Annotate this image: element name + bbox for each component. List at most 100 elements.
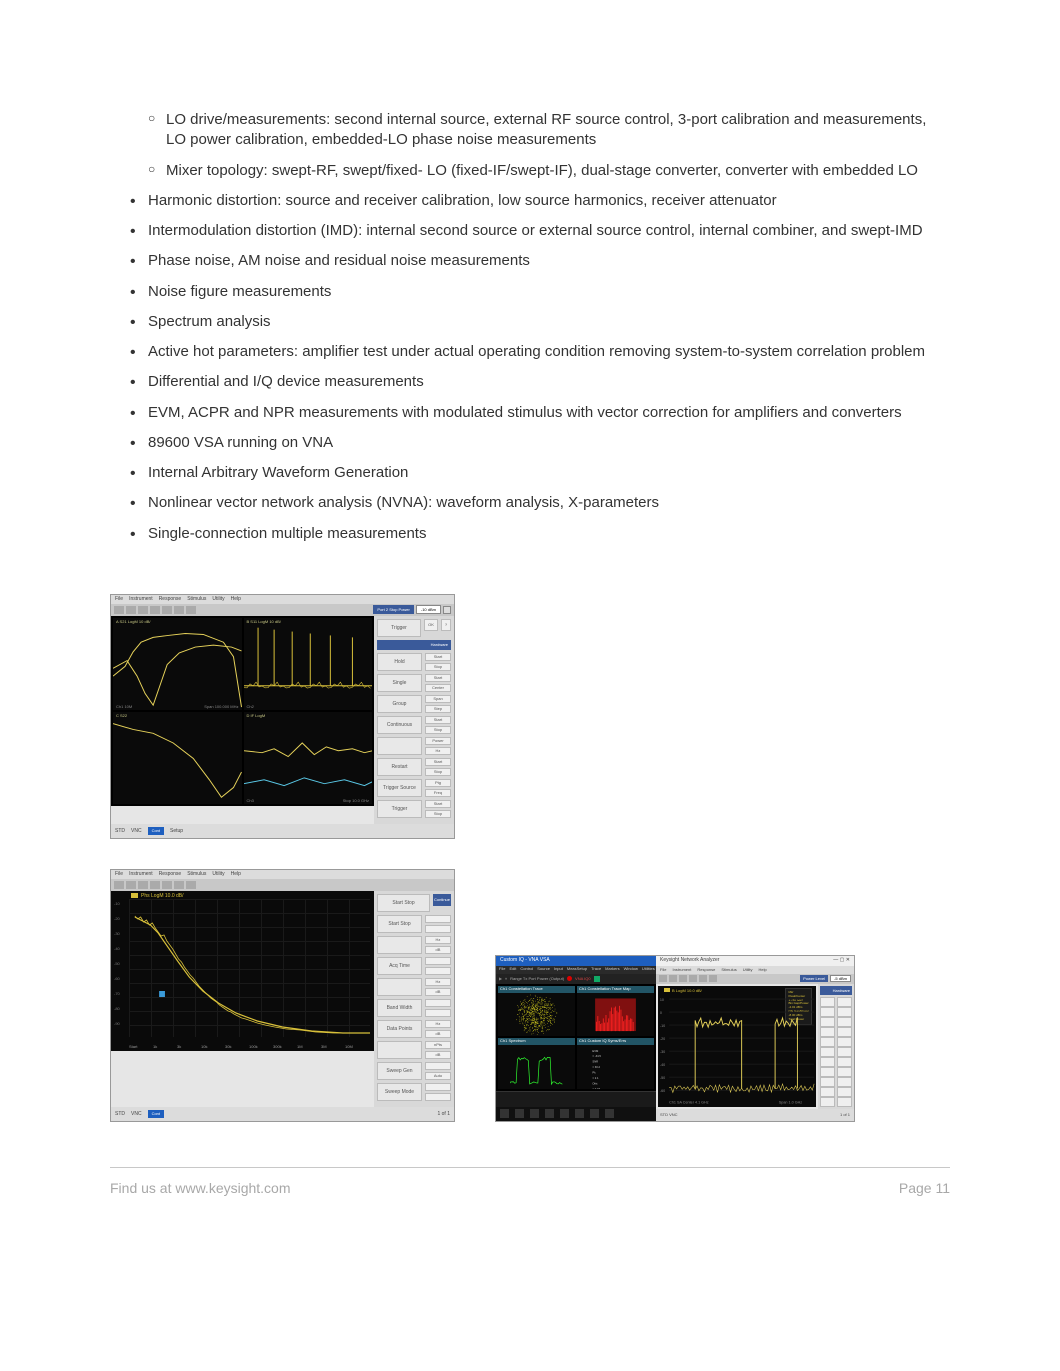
side-btn: Step <box>425 705 451 713</box>
svg-text:-50: -50 <box>660 1076 665 1080</box>
side-group: Group <box>377 695 422 713</box>
bullet: Single-connection multiple measurements <box>130 524 950 544</box>
side-group: Continuous <box>377 716 422 734</box>
taskbar-icon <box>575 1109 584 1118</box>
side-group: Restart <box>377 758 422 776</box>
side-panel: Start Stop Continue Start StopHzdBAcq Ti… <box>374 891 454 1107</box>
footer-left: Find us at www.keysight.com <box>110 1180 291 1196</box>
side-btn: Start <box>425 716 451 724</box>
vsa-pane: Ch1 Constellation Trace <box>498 986 575 1037</box>
sub-bullet: Mixer topology: swept-RF, swept/fixed- L… <box>148 161 950 181</box>
bullet: Active hot parameters: amplifier test un… <box>130 342 950 362</box>
svg-text:10: 10 <box>660 998 664 1002</box>
side-panel: Trigger OK ? Hardware HoldStartStopSingl… <box>374 616 454 824</box>
sub-bullet: LO drive/measurements: second internal s… <box>148 110 950 151</box>
menu-bar: FileInstrumentResponseStimulusUtilityHel… <box>111 870 454 879</box>
side-group: Sweep Gen <box>377 1062 422 1080</box>
side-btn: Power <box>425 737 451 745</box>
bullet: Spectrum analysis <box>130 312 950 332</box>
plot-area: Phs LogM 10.0 dB/ -10-20-30-40-50-60-70-… <box>111 891 374 1051</box>
bullet: Phase noise, AM noise and residual noise… <box>130 251 950 271</box>
toolbar: Power Level -5 dBm <box>656 974 854 984</box>
menu-bar: FileEditControlSourceInputMeasSetupTrace… <box>496 966 656 974</box>
document-body: LO drive/measurements: second internal s… <box>110 110 950 1122</box>
side-panel: Hardware <box>818 984 854 1109</box>
status-bar: STD VNC Cont Setup <box>111 824 454 838</box>
page-footer: Find us at www.keysight.com Page 11 <box>110 1167 950 1196</box>
footer-page-number: Page 11 <box>899 1180 950 1196</box>
side-btn: Stop <box>425 810 451 818</box>
bullet: Differential and I/Q device measurements <box>130 372 950 392</box>
toolbar-label: Port 2 Stop Power <box>373 605 413 614</box>
bullet: Internal Arbitrary Waveform Generation <box>130 463 950 483</box>
side-btn: Center <box>425 684 451 692</box>
side-btn: Start <box>425 674 451 682</box>
side-btn: Freq <box>425 789 451 797</box>
toolbar: Port 2 Stop Power -10 dBm <box>111 604 454 616</box>
vsa-pane: Ch1 Constellation Trace Map <box>577 986 654 1037</box>
taskbar-icon <box>560 1109 569 1118</box>
svg-text:= -34.5: = -34.5 <box>592 1054 601 1058</box>
side-group <box>377 936 422 954</box>
side-btn: Start <box>425 653 451 661</box>
plot-pane: C S22 <box>113 712 242 804</box>
side-group <box>377 1041 422 1059</box>
taskbar-icon <box>590 1109 599 1118</box>
side-group: Hold <box>377 653 422 671</box>
svg-text:-20: -20 <box>660 1037 665 1041</box>
taskbar-icon <box>500 1109 509 1118</box>
bullet: Harmonic distortion: source and receiver… <box>130 191 950 211</box>
taskbar <box>496 1107 656 1121</box>
bullet: Noise figure measurements <box>130 282 950 302</box>
svg-text:-10: -10 <box>660 1024 665 1028</box>
bullet: Nonlinear vector network analysis (NVNA)… <box>130 493 950 513</box>
svg-text:Ch1 SA Center 4.1 GHz: Ch1 SA Center 4.1 GHz <box>669 1100 709 1104</box>
toolbar-value: -10 dBm <box>416 605 441 614</box>
vsa-pane: Ch1 Spectrum <box>498 1038 575 1089</box>
menu-bar: FileInstrumentResponseStimulusUtilityHel… <box>111 595 454 604</box>
help-button: ? <box>441 619 451 631</box>
side-btn: Stop <box>425 663 451 671</box>
titlebar: Custom IQ - VNA VSA <box>496 956 656 966</box>
bullet: EVM, ACPR and NPR measurements with modu… <box>130 403 950 423</box>
side-group: Sweep Mode <box>377 1083 422 1101</box>
svg-text:= 2.1: = 2.1 <box>592 1076 599 1080</box>
side-group <box>377 978 422 996</box>
plot-pane: D IF LogMCh3Stop 10.0 GHz <box>244 712 373 804</box>
svg-text:SNR: SNR <box>592 1060 598 1064</box>
side-btn: Span <box>425 695 451 703</box>
toolbar <box>111 879 454 891</box>
side-group <box>377 737 422 755</box>
status-chip: Cont <box>148 827 164 835</box>
svg-text:0: 0 <box>660 1011 662 1015</box>
svg-text:= 0.03: = 0.03 <box>592 1087 600 1089</box>
bullet-list: Harmonic distortion: source and receiver… <box>110 191 950 544</box>
side-btn: Hz <box>425 747 451 755</box>
side-group: Trigger Source <box>377 779 422 797</box>
toolbar: ▶ ⏸ Range Tx Port Power (Output) VNA IQ0 <box>496 974 656 984</box>
side-group: Acq Time <box>377 957 422 975</box>
vna-window: Keysight Network Analyzer — ▢ ✕ FileInst… <box>656 956 854 1121</box>
svg-text:= 30.2: = 30.2 <box>592 1065 600 1069</box>
menu-bar: FileInstrumentResponseStimulusUtilityHel… <box>656 966 854 974</box>
plot-area: B LogM 10.0 dB/ MkrPeak/Center1.780 GHzB… <box>658 986 816 1107</box>
status-bar: STD VNC1 of 1 <box>656 1109 854 1121</box>
record-icon <box>567 976 572 981</box>
side-btn: Start <box>425 758 451 766</box>
plot-pane: A S21 LogM 10 dB/Ch1 10MSpan 100.000 MHz <box>113 618 242 710</box>
side-btn: Stop <box>425 768 451 776</box>
vsa-status <box>496 1091 656 1107</box>
screenshot-phase-noise: FileInstrumentResponseStimulusUtilityHel… <box>110 869 455 1122</box>
side-group: Trigger <box>377 800 422 818</box>
tab-trigger: Trigger <box>377 619 421 637</box>
side-btn: Stop <box>425 726 451 734</box>
side-group: Start Stop <box>377 915 422 933</box>
plot-grid: A S21 LogM 10 dB/Ch1 10MSpan 100.000 MHz… <box>111 616 374 806</box>
tab: Start Stop <box>377 894 430 912</box>
side-group: Single <box>377 674 422 692</box>
sub-bullet-list: LO drive/measurements: second internal s… <box>110 110 950 181</box>
taskbar-icon <box>605 1109 614 1118</box>
vsa-pane: Ch1 Custom IQ Syms/ErrsEVM= -34.5SNR= 30… <box>577 1038 654 1089</box>
screenshot-analyzer-4pane: FileInstrumentResponseStimulusUtilityHel… <box>110 594 455 839</box>
svg-text:Pk: Pk <box>592 1071 596 1075</box>
